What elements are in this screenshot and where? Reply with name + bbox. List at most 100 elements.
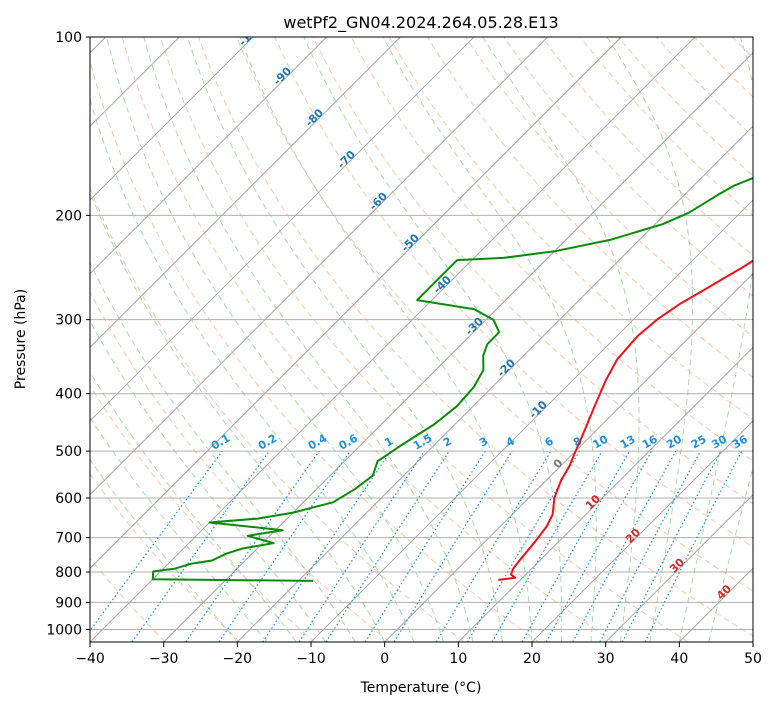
moist-adiabat-line [482,37,640,642]
moist-adiabat-line [90,458,238,642]
dry-adiabat-line [694,37,753,98]
y-tick-label: 200 [55,208,82,224]
dry-adiabat-line [90,291,390,642]
isotherm-line [531,420,753,642]
isotherm-line [384,272,753,642]
moist-adiabat-line [90,190,386,642]
isotherm-label: -70 [335,148,358,171]
dry-adiabat-line [90,384,316,642]
dry-adiabats [90,37,775,642]
y-axis-ticks: 100 200 300 400 500 600 700 800 900 1000 [46,30,90,638]
plot-area: 0.1 0.2 0.4 0.6 1 1.5 2 3 4 6 8 10 13 16 20 25 30 36-100-… [90,37,775,642]
y-tick-label: 1000 [46,622,82,638]
moist-adiabat-line [90,370,297,642]
y-tick-label: 400 [55,387,82,403]
plot-frame [89,36,754,643]
isotherm-label: -30 [463,315,486,338]
warm-isotherm-label: 20 [623,526,643,546]
isotherm-line [752,641,753,642]
x-tick-label: 50 [744,651,762,667]
isotherm-label: -50 [399,231,422,254]
moist-adiabats [90,37,753,642]
mixing-ratio-label: 30 [709,432,729,451]
x-tick-label: −10 [296,651,326,667]
isobar-gridlines [90,37,753,630]
y-tick-label: 700 [55,531,82,547]
isotherm-label: -90 [271,64,294,87]
x-axis-ticks: −40 −30 −20 −10 0 10 20 30 40 50 [75,642,762,667]
moist-adiabat-line [90,261,356,642]
mixing-ratio-line [185,450,320,642]
isotherm-gridlines [90,37,753,642]
dry-adiabat-line [503,37,753,297]
isotherm-line [310,199,753,642]
moist-adiabat-line [239,37,533,642]
warm-isotherm-label: 30 [667,555,687,575]
warm-isotherm-label: 40 [714,582,734,602]
dry-adiabat-line [656,37,753,138]
isotherm-line [90,37,401,349]
mixing-ratio-line [545,450,653,642]
mixing-ratio-line [644,450,743,642]
isotherm-line [90,37,254,201]
x-tick-label: 30 [597,651,615,667]
mixing-ratio-label: 2 [441,435,454,450]
isotherm-line [236,125,753,642]
isotherm-line [90,37,549,496]
dry-adiabat-line [90,472,241,642]
mixing-ratio-line [572,450,677,642]
warm-isotherm-label: 10 [583,492,603,512]
mixing-ratio-lines [90,450,743,642]
isotherm-line [90,37,328,275]
mixing-ratio-label: 25 [689,433,709,452]
moist-adiabat-line [606,37,694,642]
mixing-ratio-label: 36 [730,432,750,451]
mixing-ratio-line [325,450,450,642]
x-axis-label: Temperature (°C) [360,680,482,696]
mixing-ratio-line [90,450,223,632]
x-tick-label: 20 [523,651,541,667]
isotherm-label: -20 [495,356,518,379]
dry-adiabat-line [121,37,614,642]
dry-adiabat-line [274,37,753,548]
chart-title: wetPf2_GN04.2024.264.05.28.E13 [283,13,558,33]
isotherm-line [678,567,753,642]
mixing-ratio-label: 0.4 [306,431,330,452]
profile-series [151,177,753,582]
moist-adiabat-line [678,37,753,642]
dry-adiabat-line [236,37,753,592]
mixing-ratio-line [521,450,631,642]
y-tick-label: 100 [55,30,82,46]
moist-adiabat-line [106,37,445,642]
isotherm-line [163,51,753,642]
mixing-ratio-label: 13 [618,433,638,452]
isotherm-label: -80 [303,106,326,129]
moist-adiabat-line [708,465,753,642]
y-tick-label: 900 [55,595,82,611]
mixing-ratio-line [262,450,392,642]
mixing-ratio-label: 1 [382,435,395,450]
mixing-ratio-label: 0.1 [209,432,232,453]
x-tick-label: −20 [223,651,253,667]
y-tick-label: 600 [55,491,82,507]
mixing-ratio-line [364,450,486,642]
y-tick-label: 300 [55,313,82,329]
moist-adiabat-line [303,37,563,642]
mixing-ratio-label: 10 [591,432,611,451]
dry-adiabat-line [312,37,753,505]
dry-adiabat-line [90,186,465,642]
isotherm-line [90,37,475,422]
moist-adiabat-line [143,37,474,642]
y-tick-label: 500 [55,444,82,460]
mixing-ratio-line [599,450,702,642]
isotherm-label: -40 [431,273,454,296]
mixing-ratio-label: 16 [640,432,660,451]
mixing-ratio-line [298,450,425,642]
x-tick-label: 10 [449,651,467,667]
y-tick-label: 800 [55,565,82,581]
dry-adiabat-line [771,37,775,642]
x-tick-label: 0 [380,651,389,667]
y-axis-label: Pressure (hPa) [13,289,29,389]
mixing-ratio-line [393,450,513,642]
